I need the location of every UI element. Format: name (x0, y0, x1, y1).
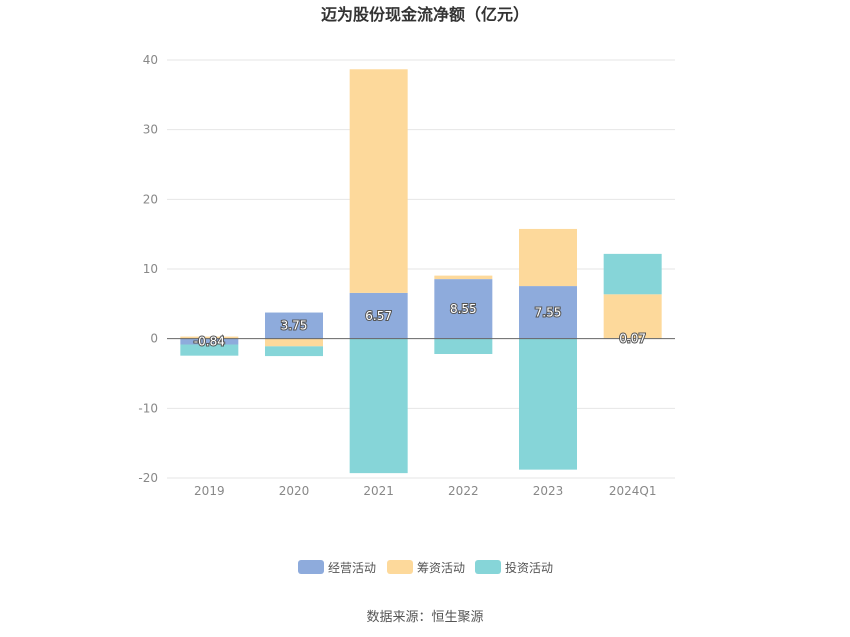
data-label: -0.84 (194, 335, 225, 349)
grid-lines (167, 59, 675, 479)
y-tick-label: 20 (143, 192, 158, 206)
bar-2021-series-2 (349, 338, 408, 474)
legend-label: 筹资活动 (417, 561, 465, 575)
data-labels: -0.84 3.75 6.57 8.55 7.55 0.07 (193, 301, 647, 350)
source-note: 数据来源：恒生聚源 (366, 610, 483, 625)
x-tick-label: 2023 (533, 484, 564, 498)
y-tick-label: -20 (138, 471, 158, 485)
y-tick-label: 30 (143, 123, 158, 137)
legend-label: 投资活动 (505, 560, 553, 575)
y-axis-ticks: -20 -10 0 10 20 30 40 (138, 53, 158, 485)
bar-2020-series-1 (265, 338, 323, 347)
data-label: 3.75 (281, 319, 308, 333)
bar-2019-series-0 (180, 338, 239, 345)
legend-label: 经营活动 (328, 561, 376, 575)
legend: 经营活动 筹资活动 投资活动 (298, 560, 553, 575)
y-tick-label: 0 (150, 332, 158, 346)
bar-2021-series-1 (349, 69, 408, 293)
data-label: 7.55 (535, 305, 562, 319)
x-axis-ticks: 2019 2020 2021 2022 2023 2024Q1 (194, 484, 656, 498)
legend-swatch (387, 560, 413, 574)
x-tick-label: 2024Q1 (609, 484, 657, 498)
legend-item[interactable]: 投资活动 (475, 560, 553, 575)
data-label: 6.57 (365, 309, 392, 323)
bar-2022-series-0 (434, 279, 493, 339)
bar-2019-series-2 (180, 344, 239, 356)
bar-2023-series-0 (519, 286, 577, 339)
y-tick-label: -10 (138, 401, 158, 415)
bar-2021-series-0 (349, 292, 408, 339)
bar-2024Q1-series-1 (603, 294, 662, 339)
bar-2024Q1-series-2 (603, 253, 662, 295)
chart-title: 迈为股份现金流净额（亿元） (321, 5, 529, 24)
bar-2019-series-1 (180, 336, 239, 339)
data-label: 8.55 (450, 302, 477, 316)
bar-2022-series-2 (434, 338, 493, 354)
legend-item[interactable]: 筹资活动 (387, 560, 465, 575)
bars (180, 69, 662, 474)
bar-2023-series-1 (519, 228, 577, 287)
x-tick-label: 2019 (194, 484, 225, 498)
legend-swatch (298, 560, 324, 574)
bar-2022-series-1 (434, 275, 493, 280)
x-tick-label: 2021 (363, 484, 394, 498)
x-tick-label: 2022 (448, 484, 479, 498)
data-label: 0.07 (619, 331, 646, 345)
x-tick-label: 2020 (279, 484, 310, 498)
bar-2023-series-2 (519, 338, 577, 470)
legend-swatch (475, 560, 501, 574)
legend-item[interactable]: 经营活动 (298, 560, 376, 575)
y-tick-label: 10 (143, 262, 158, 276)
y-tick-label: 40 (143, 53, 158, 67)
bar-2020-series-0 (265, 312, 323, 339)
bar-2020-series-2 (265, 346, 323, 357)
